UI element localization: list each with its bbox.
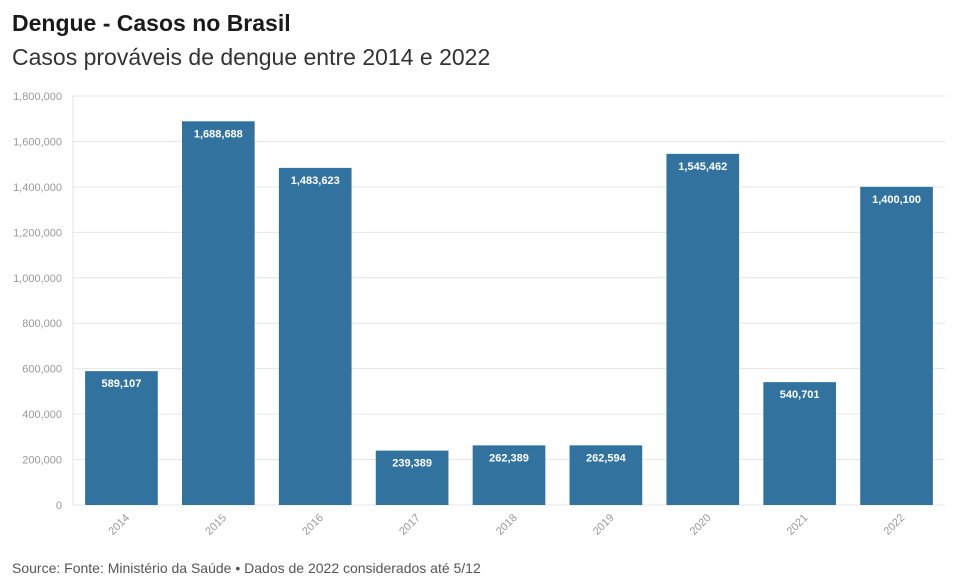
- x-tick-label-2014: 2014: [106, 512, 132, 538]
- y-tick-label: 400,000: [22, 409, 62, 421]
- data-label-2019: 262,594: [586, 452, 627, 464]
- x-tick-label-2019: 2019: [591, 512, 617, 538]
- data-label-2014: 589,107: [102, 378, 142, 390]
- data-label-2018: 262,389: [489, 452, 529, 464]
- data-label-2022: 1,400,100: [872, 194, 921, 206]
- bar-2019: [569, 445, 643, 505]
- data-label-2015: 1,688,688: [194, 128, 243, 140]
- y-tick-label: 600,000: [22, 364, 62, 376]
- bar-2016: [278, 167, 352, 505]
- x-tick-label-2016: 2016: [300, 512, 326, 538]
- x-tick-label-2022: 2022: [882, 512, 908, 538]
- data-label-2017: 239,389: [392, 458, 432, 470]
- data-label-2021: 540,701: [780, 389, 820, 401]
- bar-chart: 0 200,000 400,000 600,000 800,000 1,000,000 1,…: [13, 91, 945, 538]
- bars: [85, 121, 933, 506]
- x-axis-ticks: 2014 2015 2016 2017 2018 2019 2020 2021 2022: [106, 512, 907, 538]
- bar-2022: [860, 186, 933, 506]
- chart-title: Dengue - Casos no Brasil: [12, 10, 291, 36]
- x-tick-label-2018: 2018: [494, 512, 520, 538]
- data-label-2020: 1,545,462: [678, 161, 727, 173]
- x-tick-label-2017: 2017: [397, 512, 423, 538]
- bar-2020: [666, 153, 740, 505]
- y-tick-label: 200,000: [22, 455, 62, 467]
- x-tick-label-2020: 2020: [688, 512, 714, 538]
- bar-2014: [85, 371, 158, 505]
- y-tick-label: 1,000,000: [13, 273, 62, 285]
- chart-subtitle: Casos prováveis de dengue entre 2014 e 2…: [12, 44, 491, 70]
- y-tick-label: 1,400,000: [13, 182, 62, 194]
- y-tick-label: 1,600,000: [13, 136, 62, 148]
- y-tick-label: 0: [56, 500, 62, 512]
- bar-2017: [375, 450, 449, 505]
- bar-2018: [472, 445, 546, 505]
- source-note: Source: Fonte: Ministério da Saúde • Dad…: [12, 560, 481, 576]
- x-tick-label-2021: 2021: [785, 512, 811, 538]
- y-tick-label: 1,200,000: [13, 227, 62, 239]
- y-axis-ticks: 0 200,000 400,000 600,000 800,000 1,000,000 1,…: [13, 91, 62, 512]
- y-tick-label: 800,000: [22, 318, 62, 330]
- data-label-2016: 1,483,623: [291, 175, 340, 187]
- x-tick-label-2015: 2015: [203, 512, 229, 538]
- y-tick-label: 1,800,000: [13, 91, 62, 103]
- bar-2015: [182, 121, 255, 506]
- bar-2021: [763, 382, 836, 505]
- data-labels: 589,107 1,688,688 1,483,623 239,389 262,389 2…: [102, 128, 921, 469]
